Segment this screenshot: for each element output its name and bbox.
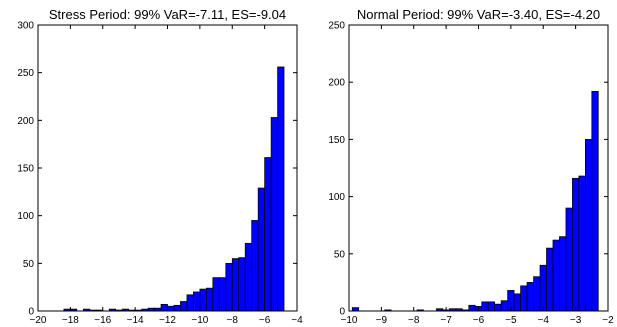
x-tick-label: −20 [30, 315, 47, 326]
histogram-bar [481, 301, 489, 312]
y-tick-label: 200 [17, 116, 34, 127]
histogram-bar [186, 294, 194, 312]
histogram-bar [546, 247, 554, 312]
x-tick-label: −4 [538, 315, 550, 326]
histogram-bar [212, 277, 220, 312]
y-tick-label: 150 [17, 164, 34, 175]
x-tick-label: −5 [505, 315, 517, 326]
histogram-bar [160, 303, 168, 312]
chart-panel-2: −10 −9 −8 −7 −6 −5 −4 −3 −2 0 50 100 150 200 250 Normal… [328, 7, 614, 326]
y-tick-label: 50 [23, 259, 35, 270]
x-tick-label: −9 [376, 315, 388, 326]
histogram-bar [231, 258, 240, 312]
histogram-bar [351, 307, 360, 312]
x-tick-label: −6 [259, 315, 271, 326]
chart-title: Stress Period: 99% VaR=-7.11, ES=-9.04 [49, 7, 286, 22]
y-tick-label: 150 [328, 135, 345, 146]
histogram-bar [218, 277, 227, 312]
histogram-bar [513, 293, 521, 312]
histogram-bar [277, 66, 285, 312]
y-tick-label: 50 [334, 249, 346, 260]
histogram-bar [199, 288, 207, 312]
histogram-bar [270, 117, 278, 312]
histogram-bar [173, 304, 181, 312]
chart-panel-1: −20 −18 −16 −14 −12 −10 −8 −6 −4 0 50 100 150 200 250 3… [17, 7, 303, 326]
x-tick-label: −10 [341, 315, 358, 326]
x-tick-label: −14 [127, 315, 144, 326]
x-tick-label: −7 [440, 315, 452, 326]
histogram-bar [533, 276, 541, 312]
histogram-bar [520, 285, 528, 312]
histogram-bar [244, 242, 253, 312]
y-tick-label: 250 [328, 21, 345, 32]
y-tick-label: 100 [328, 192, 345, 203]
histogram-bar [572, 177, 580, 312]
y-tick-label: 300 [17, 21, 34, 32]
histogram-bar [487, 301, 496, 312]
histogram-bar [559, 236, 567, 312]
histogram-bar [257, 187, 265, 312]
histogram-bar [500, 300, 508, 312]
histogram-bar [578, 175, 586, 312]
x-tick-label: −6 [473, 315, 485, 326]
x-tick-label: −12 [159, 315, 176, 326]
x-tick-label: −3 [570, 315, 582, 326]
histogram-bar [206, 287, 214, 312]
x-tick-label: −8 [227, 315, 239, 326]
histogram-bar [180, 301, 188, 312]
histogram-bar [468, 304, 476, 312]
y-tick-label: 250 [17, 68, 34, 79]
histogram-bar [591, 90, 599, 312]
histogram-bar [238, 257, 246, 312]
histogram-bar [264, 157, 272, 312]
x-tick-label: −4 [291, 315, 303, 326]
histogram-bar [539, 264, 547, 312]
histogram-bar [552, 239, 560, 312]
histogram-bar [225, 262, 233, 312]
histogram-bar [565, 207, 573, 312]
chart-title: Normal Period: 99% VaR=-3.40, ES=-4.20 [357, 7, 600, 22]
histogram-bar [584, 139, 593, 312]
histogram-bar [167, 305, 175, 312]
y-tick-label: 100 [17, 211, 34, 222]
x-tick-label: −8 [408, 315, 420, 326]
x-tick-label: −2 [602, 315, 614, 326]
histogram-bar [251, 220, 259, 312]
y-tick-label: 0 [28, 307, 34, 318]
x-tick-label: −16 [94, 315, 111, 326]
y-tick-label: 0 [339, 307, 345, 318]
x-tick-label: −10 [191, 315, 208, 326]
y-tick-label: 200 [328, 78, 345, 89]
x-tick-label: −18 [62, 315, 79, 326]
histogram-bar [193, 291, 201, 312]
histogram-bar [526, 282, 534, 312]
histogram-bar [494, 303, 502, 312]
